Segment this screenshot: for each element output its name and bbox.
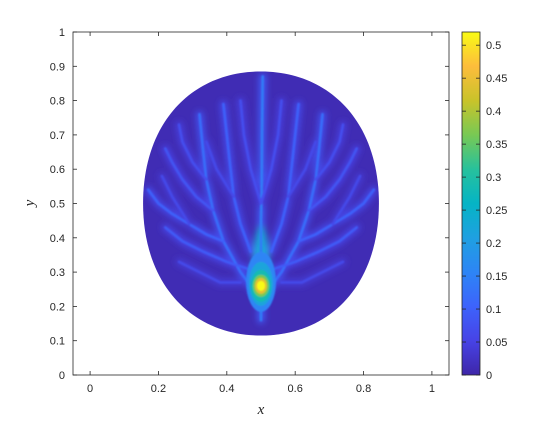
colorbar-tick-label: 0.2	[486, 238, 501, 250]
x-tick-label: 0.2	[151, 383, 166, 395]
hot-spot-level-6	[257, 280, 265, 291]
colorbar-tick-label: 0.25	[486, 205, 507, 217]
y-tick-label: 0.5	[50, 199, 65, 211]
branch-5	[297, 188, 376, 243]
colorbar-tick-label: 0.05	[486, 337, 507, 349]
colorbar-ticks: 0 0.05 0.1 0.15 0.2 0.25 0.3 0.35 0.4 0.45 0.5	[462, 40, 507, 382]
branch-14	[205, 140, 235, 198]
colorbar-tick-label: 0	[486, 370, 492, 382]
y-tick-label: 0.7	[50, 130, 65, 142]
branch-17	[259, 99, 283, 205]
branch-10	[164, 147, 215, 212]
y-tick-label: 0.9	[50, 61, 65, 73]
y-tick-label: 0.1	[50, 336, 65, 348]
colorbar-tick-label: 0.5	[486, 40, 501, 52]
branch-19	[331, 174, 362, 226]
colorbar-tick-label: 0.45	[486, 73, 507, 85]
x-tick-label: 0.8	[356, 383, 371, 395]
x-tick-label: 0.6	[288, 383, 303, 395]
branch-12	[177, 123, 208, 181]
branch-11	[307, 147, 358, 212]
branch-18	[160, 174, 191, 226]
branch-15	[287, 140, 317, 198]
hot-spot	[246, 251, 276, 312]
y-tick-label: 0.8	[50, 96, 65, 108]
branch-8	[164, 226, 249, 270]
branch-20	[177, 260, 242, 284]
x-axis: 0 0.2 0.4 0.6 0.8 1	[87, 32, 435, 395]
x-tick-label: 0.4	[219, 383, 234, 395]
y-tick-label: 0.6	[50, 164, 65, 176]
colorbar-tick-label: 0.1	[486, 304, 501, 316]
colorbar-tick-label: 0.35	[486, 139, 507, 151]
colorbar-tick-label: 0.3	[486, 172, 501, 184]
y-tick-label: 0.3	[50, 267, 65, 279]
x-tick-label: 0	[87, 383, 93, 395]
y-axis: 0 0.1 0.2 0.3 0.4 0.5 0.6 0.7 0.8 0.9 1	[50, 27, 449, 382]
y-tick-label: 0	[59, 370, 65, 382]
colorbar: 0 0.05 0.1 0.15 0.2 0.25 0.3 0.35 0.4 0.45 0.5	[461, 31, 507, 382]
y-tick-label: 1	[59, 27, 65, 39]
heatmap-field	[143, 71, 379, 336]
branch-4	[146, 188, 225, 243]
branch-6	[222, 102, 252, 253]
colorbar-gradient-bar	[461, 31, 481, 376]
branch-9	[273, 226, 358, 270]
colorbar-tick-label: 0.4	[486, 106, 501, 118]
colorbar-tick-label: 0.15	[486, 271, 507, 283]
branch-7	[270, 102, 300, 253]
y-tick-label: 0.4	[50, 233, 65, 245]
branch-16	[239, 99, 263, 205]
x-axis-label: x	[257, 402, 265, 418]
y-tick-label: 0.2	[50, 301, 65, 313]
branch-21	[280, 260, 345, 284]
y-axis-label: y	[22, 199, 38, 208]
branch-field	[144, 73, 378, 324]
branch-core-layer	[146, 75, 376, 322]
branch-13	[314, 123, 345, 181]
x-tick-label: 1	[429, 383, 435, 395]
